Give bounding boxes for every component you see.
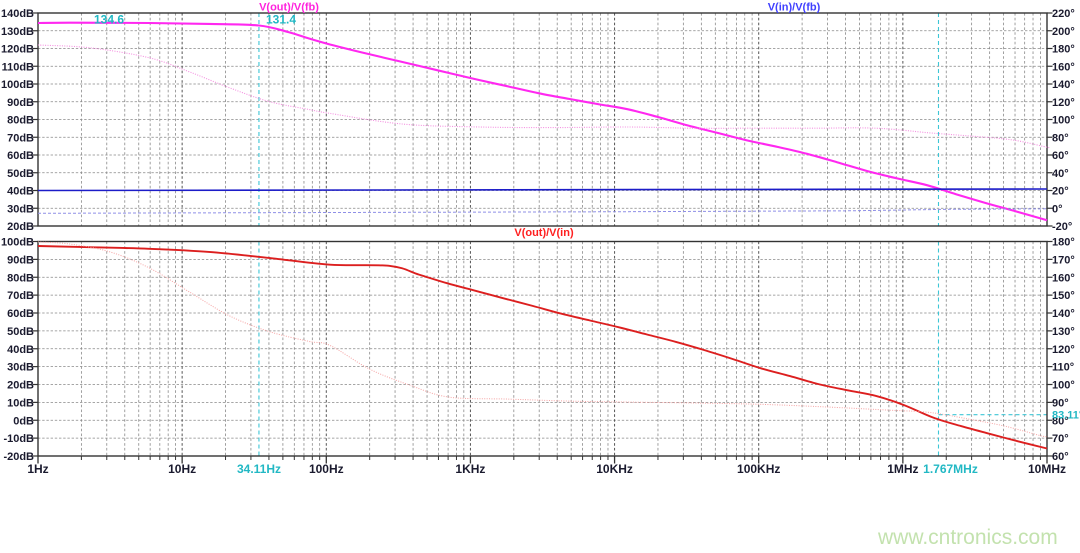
svg-text:90dB: 90dB — [7, 254, 34, 266]
svg-text:131.4: 131.4 — [266, 13, 296, 27]
svg-text:140°: 140° — [1052, 308, 1075, 320]
svg-text:1KHz: 1KHz — [455, 462, 485, 476]
svg-text:120dB: 120dB — [1, 44, 34, 56]
svg-text:10Hz: 10Hz — [168, 462, 196, 476]
svg-text:80°: 80° — [1052, 132, 1069, 144]
svg-text:-10dB: -10dB — [3, 433, 34, 445]
svg-text:V(in)/V(fb): V(in)/V(fb) — [768, 2, 821, 14]
svg-text:20dB: 20dB — [7, 221, 34, 233]
svg-text:50dB: 50dB — [7, 326, 34, 338]
svg-text:60dB: 60dB — [7, 308, 34, 320]
svg-text:V(out)/V(in): V(out)/V(in) — [514, 227, 574, 239]
svg-text:-20°: -20° — [1052, 221, 1072, 233]
svg-text:130°: 130° — [1052, 326, 1075, 338]
svg-text:60°: 60° — [1052, 150, 1069, 162]
svg-text:80dB: 80dB — [7, 115, 34, 127]
svg-text:150°: 150° — [1052, 290, 1075, 302]
svg-text:100dB: 100dB — [1, 237, 34, 249]
svg-text:70°: 70° — [1052, 433, 1069, 445]
svg-text:100°: 100° — [1052, 115, 1075, 127]
svg-text:140°: 140° — [1052, 79, 1075, 91]
svg-text:1.767MHz: 1.767MHz — [923, 462, 978, 476]
svg-text:134.6: 134.6 — [94, 13, 124, 27]
svg-text:180°: 180° — [1052, 44, 1075, 56]
svg-text:60dB: 60dB — [7, 150, 34, 162]
svg-text:90°: 90° — [1052, 397, 1069, 409]
svg-text:83.11°: 83.11° — [1052, 410, 1080, 422]
svg-text:50dB: 50dB — [7, 168, 34, 180]
svg-text:70dB: 70dB — [7, 290, 34, 302]
svg-text:160°: 160° — [1052, 272, 1075, 284]
svg-text:www.cntronics.com: www.cntronics.com — [877, 526, 1058, 549]
svg-text:1MHz: 1MHz — [887, 462, 918, 476]
svg-text:160°: 160° — [1052, 61, 1075, 73]
svg-text:20dB: 20dB — [7, 380, 34, 392]
svg-text:120°: 120° — [1052, 97, 1075, 109]
svg-text:100dB: 100dB — [1, 79, 34, 91]
svg-text:110dB: 110dB — [2, 61, 34, 73]
svg-text:20°: 20° — [1052, 186, 1069, 198]
svg-text:30dB: 30dB — [7, 203, 34, 215]
svg-text:130dB: 130dB — [1, 26, 34, 38]
svg-text:180°: 180° — [1052, 237, 1075, 249]
svg-text:34.11Hz: 34.11Hz — [237, 462, 281, 476]
svg-text:70dB: 70dB — [7, 132, 34, 144]
svg-text:80dB: 80dB — [7, 272, 34, 284]
svg-text:10KHz: 10KHz — [596, 462, 633, 476]
svg-text:40dB: 40dB — [7, 344, 34, 356]
svg-text:1Hz: 1Hz — [27, 462, 48, 476]
svg-text:100Hz: 100Hz — [309, 462, 344, 476]
svg-text:100KHz: 100KHz — [737, 462, 780, 476]
svg-text:170°: 170° — [1052, 254, 1075, 266]
svg-text:100°: 100° — [1052, 380, 1075, 392]
svg-text:200°: 200° — [1052, 26, 1075, 38]
svg-text:30dB: 30dB — [7, 362, 34, 374]
svg-text:0dB: 0dB — [13, 415, 34, 427]
svg-text:120°: 120° — [1052, 344, 1075, 356]
svg-text:90dB: 90dB — [7, 97, 34, 109]
svg-text:110°: 110° — [1052, 362, 1074, 374]
svg-text:40°: 40° — [1052, 168, 1069, 180]
svg-text:10dB: 10dB — [7, 397, 34, 409]
svg-text:40dB: 40dB — [7, 186, 34, 198]
svg-text:10MHz: 10MHz — [1028, 462, 1066, 476]
svg-text:140dB: 140dB — [1, 8, 34, 20]
svg-text:220°: 220° — [1052, 8, 1075, 20]
svg-text:0°: 0° — [1052, 203, 1063, 215]
